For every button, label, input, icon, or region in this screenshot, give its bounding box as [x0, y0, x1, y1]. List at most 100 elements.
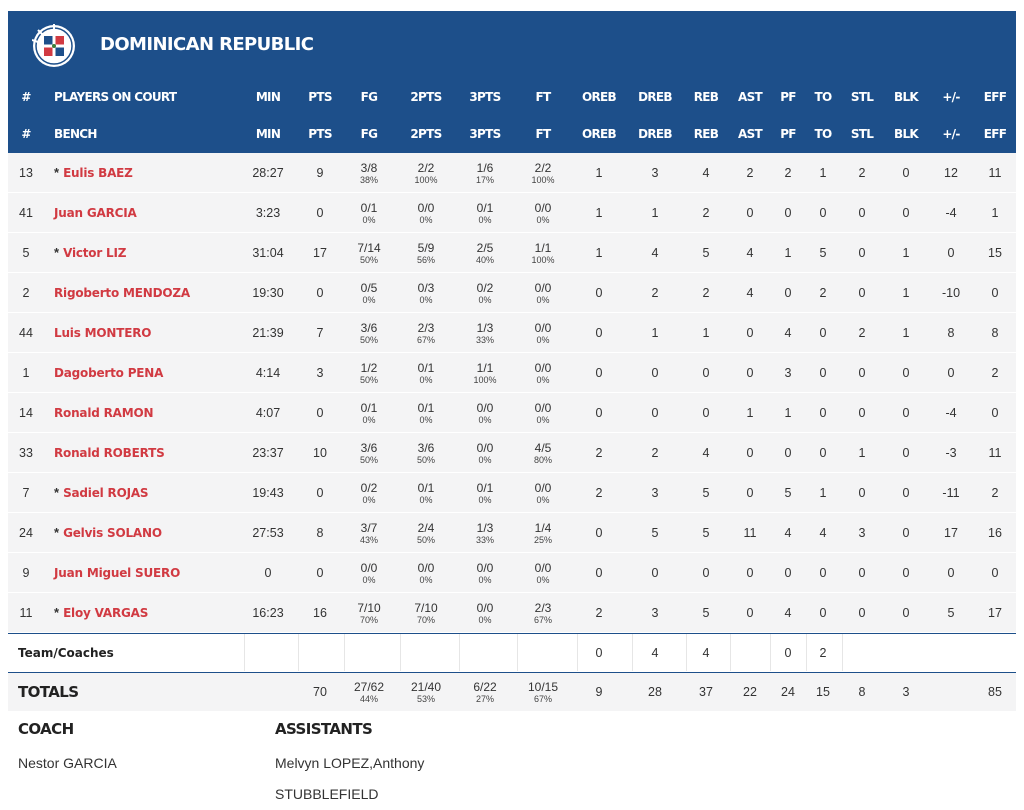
stat-two-made-attempted: 0/1: [417, 400, 435, 415]
player-name-link[interactable]: Sadiel ROJAS: [63, 485, 149, 500]
stat-stl: 0: [858, 285, 866, 300]
bench-header-three[interactable]: 3PTS: [469, 127, 501, 141]
cell-divider: [842, 634, 843, 671]
player-name-link[interactable]: Eulis BAEZ: [63, 165, 133, 180]
stat-three-made-attempted: 1/3: [476, 320, 494, 335]
stat-eff: 0: [991, 565, 999, 580]
bench-header-fg[interactable]: FG: [360, 127, 378, 141]
stat-ft-made-attempted: 0/0: [534, 200, 552, 215]
oncourt-header-fg[interactable]: FG: [360, 89, 378, 104]
oncourt-header-to[interactable]: TO: [814, 89, 833, 104]
oncourt-header-stl[interactable]: STL: [850, 89, 874, 104]
assistants-block: ASSISTANTS Melvyn LOPEZ,Anthony STUBBLEF…: [275, 720, 424, 810]
player-name-cell: Ronald ROBERTS: [54, 433, 244, 472]
bench-header-oreb[interactable]: OREB: [582, 127, 617, 141]
stat-to: 0: [819, 325, 827, 340]
stat-two: 0/0 0%: [400, 193, 452, 232]
oncourt-header-eff[interactable]: EFF: [983, 89, 1007, 104]
cell-divider: [632, 634, 633, 671]
oncourt-header-oreb[interactable]: OREB: [582, 89, 617, 104]
team-header: DOMINICAN REPUBLIC: [8, 11, 1016, 78]
oncourt-header-dreb[interactable]: DREB: [638, 89, 672, 104]
bench-header-blk[interactable]: BLK: [894, 127, 919, 141]
bench-header-pm[interactable]: +/-: [942, 127, 960, 141]
stat-eff: 2: [991, 485, 999, 500]
oncourt-header-ft[interactable]: FT: [535, 89, 552, 104]
stat-pm: 17: [944, 525, 958, 540]
player-name-cell: Dagoberto PENA: [54, 353, 244, 392]
stat-ft: 0/0 0%: [517, 273, 569, 312]
player-name-link[interactable]: Juan GARCIA: [54, 205, 137, 220]
oncourt-header-ast[interactable]: AST: [737, 89, 763, 104]
player-name-link[interactable]: Dagoberto PENA: [54, 365, 164, 380]
player-name-link[interactable]: Luis MONTERO: [54, 325, 152, 340]
oncourt-header-three[interactable]: 3PTS: [469, 89, 501, 104]
stat-blk: 0: [902, 445, 910, 460]
starter-star-icon: *: [54, 245, 60, 260]
player-name-link[interactable]: Gelvis SOLANO: [63, 525, 162, 540]
bench-header-reb[interactable]: REB: [693, 127, 719, 141]
oncourt-header-pts[interactable]: PTS: [308, 89, 332, 104]
oncourt-header-pm[interactable]: +/-: [942, 89, 960, 104]
stat-two-percentage: 50%: [416, 534, 435, 545]
bench-header-pf[interactable]: PF: [780, 127, 796, 141]
dominican-republic-flag-logo-icon: [32, 24, 75, 67]
stat-three-percentage: 0%: [478, 454, 492, 465]
player-name-link[interactable]: Ronald RAMON: [54, 405, 154, 420]
stat-two: 2/3 67%: [400, 313, 452, 352]
stat-reb: 0: [702, 405, 710, 420]
player-number: 1: [22, 365, 30, 380]
stat-oreb: 0: [595, 405, 603, 420]
stat-two-percentage: 70%: [416, 614, 435, 625]
player-name-cell: * Eulis BAEZ: [54, 153, 244, 192]
stat-blk: 0: [902, 365, 910, 380]
bench-header-to[interactable]: TO: [814, 127, 833, 141]
stat-three-made-attempted: 0/1: [476, 200, 494, 215]
player-name-link[interactable]: Eloy VARGAS: [63, 605, 149, 620]
stat-three-made-attempted: 1/6: [476, 160, 494, 175]
player-name-link[interactable]: Rigoberto MENDOZA: [54, 285, 190, 300]
stat-fg-made-attempted: 3/6: [360, 320, 378, 335]
oncourt-header-min[interactable]: MIN: [255, 89, 281, 104]
player-number: 14: [19, 405, 33, 420]
player-row: 44 Luis MONTERO 21:39 7 3/6 50% 2/3 67% 1/3 33% 0/…: [8, 313, 1016, 353]
stat-fg-made-attempted: 7/10: [357, 600, 381, 615]
stat-ft-made-attempted: 0/0: [534, 320, 552, 335]
stat-pf: 4: [784, 605, 792, 620]
oncourt-header-blk[interactable]: BLK: [894, 89, 919, 104]
bench-header-eff[interactable]: EFF: [983, 127, 1007, 141]
stat-three-percentage: 0%: [478, 294, 492, 305]
stat-dreb: 3: [651, 485, 659, 500]
oncourt-header-reb[interactable]: REB: [693, 89, 719, 104]
stat-three: 0/0 0%: [459, 393, 511, 432]
player-name-link[interactable]: Victor LIZ: [63, 245, 127, 260]
cell-divider: [730, 634, 731, 671]
bench-header-ft[interactable]: FT: [535, 127, 552, 141]
stat-three-made-attempted: 0/1: [476, 480, 494, 495]
bench-header-ast[interactable]: AST: [737, 127, 763, 141]
total-two: 21/40 53%: [400, 673, 452, 711]
stat-pts: 3: [316, 365, 324, 380]
team-stat-reb: 4: [702, 645, 710, 660]
stat-dreb: 0: [651, 365, 659, 380]
bench-header-dreb[interactable]: DREB: [638, 127, 672, 141]
player-number: 24: [19, 525, 33, 540]
oncourt-header-pf[interactable]: PF: [780, 89, 796, 104]
bench-header-two[interactable]: 2PTS: [410, 127, 442, 141]
bench-header-min[interactable]: MIN: [255, 127, 281, 141]
stat-reb: 0: [702, 565, 710, 580]
stat-fg-made-attempted: 1/2: [360, 360, 378, 375]
bench-header-pts[interactable]: PTS: [308, 127, 332, 141]
cell-divider: [244, 634, 245, 671]
oncourt-header-two[interactable]: 2PTS: [410, 89, 442, 104]
team-name: DOMINICAN REPUBLIC: [100, 34, 314, 55]
stat-min: 19:30: [252, 285, 284, 300]
bench-header-stl[interactable]: STL: [850, 127, 874, 141]
stat-three-percentage: 100%: [473, 374, 497, 385]
player-name-link[interactable]: Ronald ROBERTS: [54, 445, 165, 460]
stat-reb: 1: [702, 325, 710, 340]
player-name-link[interactable]: Juan Miguel SUERO: [54, 565, 181, 580]
player-name-cell: Rigoberto MENDOZA: [54, 273, 244, 312]
stat-two-made-attempted: 0/3: [417, 280, 435, 295]
stat-fg-percentage: 50%: [359, 374, 378, 385]
